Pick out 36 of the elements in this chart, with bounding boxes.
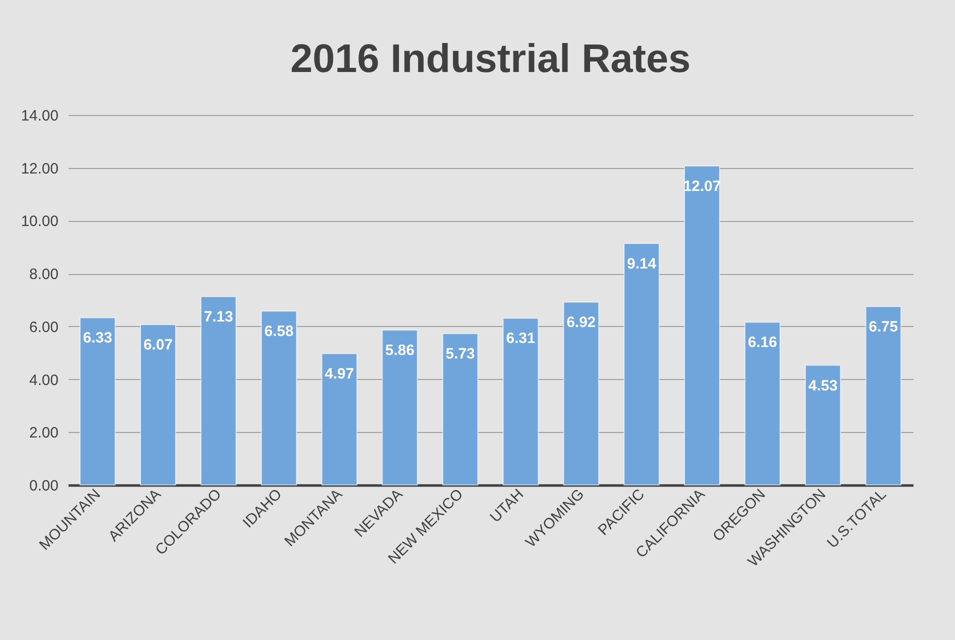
bar xyxy=(80,317,116,486)
data-label: 5.86 xyxy=(385,342,414,360)
data-label: 7.13 xyxy=(204,308,234,326)
data-label: 6.16 xyxy=(748,334,778,352)
bar xyxy=(140,324,176,486)
data-label: 6.31 xyxy=(506,330,536,348)
data-label: 6.33 xyxy=(83,330,112,347)
data-label: 5.73 xyxy=(446,346,475,363)
y-tick-label: 4.00 xyxy=(29,372,58,389)
data-label: 4.53 xyxy=(808,377,838,394)
data-label: 4.97 xyxy=(324,366,354,383)
bar xyxy=(200,296,237,486)
y-tick-label: 8.00 xyxy=(29,266,58,284)
data-label: 6.75 xyxy=(868,318,898,336)
bar xyxy=(502,318,539,486)
bar xyxy=(865,306,902,486)
data-label: 9.14 xyxy=(627,255,657,272)
bar xyxy=(260,310,297,486)
y-tick-label: 10.00 xyxy=(20,213,58,230)
data-label: 6.92 xyxy=(566,314,596,332)
bar xyxy=(382,330,418,486)
bar xyxy=(624,242,660,486)
y-tick-label: 14.00 xyxy=(20,108,58,124)
y-tick-label: 6.00 xyxy=(29,318,58,336)
y-tick-label: 2.00 xyxy=(29,424,58,442)
data-label: 6.58 xyxy=(264,323,294,340)
bar xyxy=(563,302,600,486)
y-tick-label: 12.00 xyxy=(20,160,58,178)
y-tick-label: 0.00 xyxy=(29,478,58,494)
chart-title: 2016 Industrial Rates xyxy=(290,37,691,81)
bar xyxy=(442,333,478,486)
bar xyxy=(744,322,781,486)
bar xyxy=(321,353,358,486)
bar xyxy=(684,166,720,486)
bar xyxy=(804,364,841,486)
data-label: 6.07 xyxy=(143,336,173,354)
